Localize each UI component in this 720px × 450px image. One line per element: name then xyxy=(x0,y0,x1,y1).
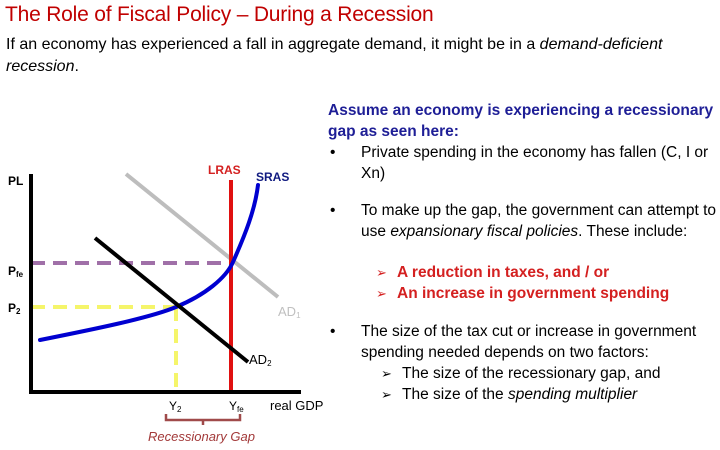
ad2-main: AD xyxy=(249,352,268,367)
y-axis-label: PL xyxy=(8,174,24,188)
y2-sub: 2 xyxy=(177,405,182,414)
bullet-private-spending: • Private spending in the economy has fa… xyxy=(328,142,720,184)
gap-bracket xyxy=(164,414,242,425)
panel-heading: Assume an economy is experiencing a rece… xyxy=(328,102,714,140)
intro-end: . xyxy=(74,58,79,75)
bullet-text-start: To make up the gap, the government can a… xyxy=(361,202,716,240)
sras-label: SRAS xyxy=(256,170,290,184)
factor-gap-size: ➢ The size of the recessionary gap, and xyxy=(381,363,720,384)
policy-option-text: An increase in government spending xyxy=(397,285,670,302)
ad2-label: AD2 xyxy=(249,353,272,371)
ad2-sub: 2 xyxy=(267,359,272,368)
policy-options-list: ➢ A reduction in taxes, and / or ➢ An in… xyxy=(376,262,720,304)
bullet-dot-icon: • xyxy=(330,144,336,161)
factor-multiplier: ➢ The size of the spending multiplier xyxy=(381,384,720,405)
bullet-emphasis: expansionary fiscal policies xyxy=(390,223,579,240)
factor-emphasis: spending multiplier xyxy=(507,386,638,403)
explanation-panel: Assume an economy is experiencing a rece… xyxy=(328,100,720,405)
sras-curve xyxy=(38,183,260,342)
arrow-bullet-icon: ➢ xyxy=(376,286,387,301)
policy-option-spending: ➢ An increase in government spending xyxy=(376,283,720,304)
bullet-expansionary-policy: • To make up the gap, the government can… xyxy=(328,200,720,242)
yfe-label: Yfe xyxy=(229,399,244,417)
factor-text: The size of the xyxy=(402,386,508,403)
lras-label: LRAS xyxy=(208,163,241,177)
recessionary-gap-label: Recessionary Gap xyxy=(148,429,255,444)
pfe-main: P xyxy=(8,264,17,278)
factor-text: The size of the recessionary gap, and xyxy=(402,365,661,382)
ad-as-graph: PL Pfe P2 LRAS SRAS AD1 AD2 Y2 Yfe real … xyxy=(0,0,330,450)
pfe-sub: fe xyxy=(16,270,24,279)
pfe-label: Pfe xyxy=(8,264,23,282)
intro-text: If an economy has experienced a fall in … xyxy=(6,36,540,53)
y2-main: Y xyxy=(169,399,178,413)
bullet-size-factors: • The size of the tax cut or increase in… xyxy=(328,321,720,405)
slide-title: The Role of Fiscal Policy – During a Rec… xyxy=(5,3,434,26)
arrow-bullet-icon: ➢ xyxy=(376,265,387,280)
ad1-sub: 1 xyxy=(296,311,301,320)
ad2-curve xyxy=(93,236,250,364)
x-axis-label: real GDP xyxy=(270,398,324,413)
policy-option-text: A reduction in taxes, and / or xyxy=(397,264,610,281)
y2-label: Y2 xyxy=(169,399,181,417)
ad1-label: AD1 xyxy=(278,305,301,323)
graph-canvas xyxy=(29,172,301,425)
yfe-main: Y xyxy=(229,399,238,413)
arrow-bullet-icon: ➢ xyxy=(381,366,392,381)
policy-option-tax-cut: ➢ A reduction in taxes, and / or xyxy=(376,262,720,283)
p2-sub: 2 xyxy=(16,307,21,316)
p2-main: P xyxy=(8,301,17,315)
factors-list: ➢ The size of the recessionary gap, and … xyxy=(381,363,720,405)
bullet-dot-icon: • xyxy=(330,323,336,340)
ad1-curve xyxy=(124,172,280,299)
bullet-text: Private spending in the economy has fall… xyxy=(361,144,709,182)
bullet-text-end: . These include: xyxy=(578,223,688,240)
p2-label: P2 xyxy=(8,301,20,319)
bullet-dot-icon: • xyxy=(330,202,336,219)
ad1-main: AD xyxy=(278,304,297,319)
yfe-sub: fe xyxy=(237,405,244,414)
bullet-text: The size of the tax cut or increase in g… xyxy=(361,323,697,361)
intro-paragraph: If an economy has experienced a fall in … xyxy=(6,34,706,78)
arrow-bullet-icon: ➢ xyxy=(381,387,392,402)
intro-emphasis: demand-deficient recession xyxy=(6,36,663,75)
